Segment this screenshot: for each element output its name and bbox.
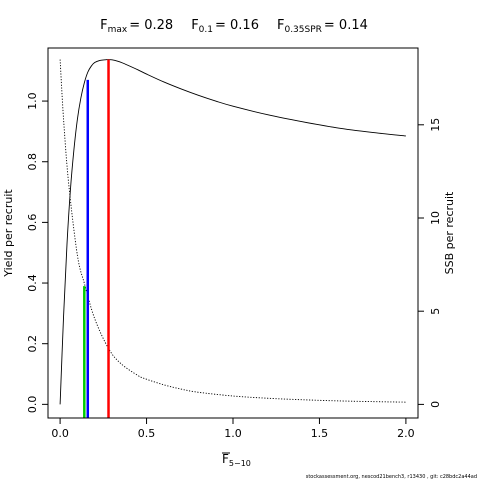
x-tick-label: 2.0 [397,427,415,440]
plot-frame [47,47,419,419]
y-left-tick-label: 0.2 [26,335,39,353]
title-fmax-value: = 0.28 [129,18,173,33]
x-tick-label: 0.5 [138,427,156,440]
x-axis-label: F5−10 [222,452,251,468]
x-axis-label-sub: 5−10 [229,459,251,468]
svg-text:F5−10: F5−10 [222,452,251,468]
title-fspr-base: F [277,18,284,33]
plot-layer: 0.0 0.5 1.0 1.5 2.0 0.0 0.2 0.4 0.6 0.8 1.0 0 5 10 15 [26,59,442,440]
yield-per-recruit-line [59,59,406,405]
ssb-per-recruit-line [59,59,406,403]
title-f01-sub: 0.1 [199,25,213,35]
y-left-tick-label: 1.0 [26,92,39,110]
y-right-tick-label: 10 [429,211,442,225]
title-fspr-sub: 0.35SPR [284,25,321,35]
x-tick-label: 0.0 [51,427,69,440]
title-fmax-sub: max [108,25,128,35]
y-left-tick-label: 0.8 [26,153,39,171]
y-right-tick-label: 0 [429,401,442,408]
y-left-tick-label: 0.0 [26,396,39,414]
y-left-tick-label: 0.6 [26,214,39,232]
x-tick-label: 1.5 [311,427,329,440]
y-axis-right-label: SSB per recruit [443,191,456,274]
chart-title: Fmax = 0.28 F0.1 = 0.16 F0.35SPR = 0.14 [100,18,368,35]
footer-text: stockassessment.org, nescod21bench3, r13… [306,474,477,480]
title-fmax-base: F [100,18,107,33]
x-tick-label: 1.0 [224,427,242,440]
x-axis-label-base: F [222,452,229,466]
y-right-tick-label: 5 [429,308,442,315]
title-f01-value: = 0.16 [215,18,259,33]
title-f01-base: F [191,18,198,33]
y-left-tick-label: 0.4 [26,274,39,292]
y-axis-left-label: Yield per recruit [2,189,15,278]
y-right-tick-label: 15 [429,118,442,132]
title-fspr-value: = 0.14 [324,18,368,33]
